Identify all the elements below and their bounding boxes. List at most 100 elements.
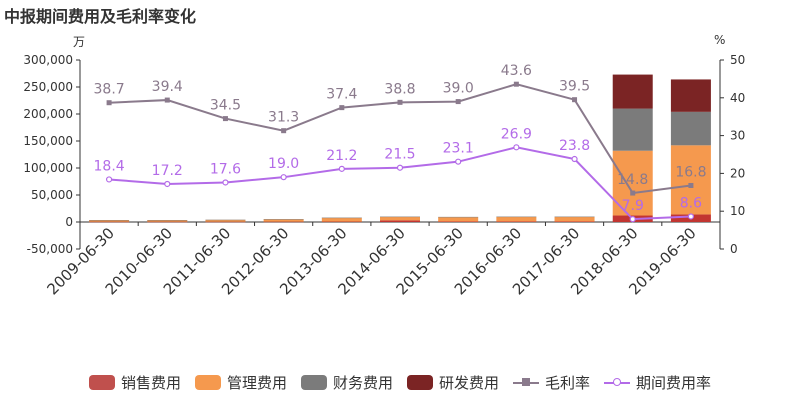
bar-finance: [670, 111, 711, 146]
period-expense-rate-data-label: 18.4: [94, 158, 125, 174]
legend-swatch-finance: [300, 375, 327, 390]
bar-sales: [321, 221, 362, 223]
left-tick-label: 150,000: [23, 134, 73, 148]
bar-finance: [321, 217, 362, 219]
right-axis-unit: %: [714, 33, 726, 47]
legend-item-gross-margin[interactable]: 毛利率: [513, 372, 590, 393]
legend-label-sales: 销售费用: [120, 374, 181, 392]
period-expense-rate-data-label: 17.6: [210, 161, 241, 177]
period-expense-rate-point: [105, 176, 113, 183]
gross-margin-point: [397, 99, 403, 105]
bar-sales: [438, 221, 479, 222]
bar-finance: [496, 216, 537, 218]
gross-margin-data-label: 38.7: [94, 82, 125, 98]
period-expense-rate-data-label: 21.5: [384, 147, 415, 163]
legend-label-gross-margin: 毛利率: [545, 374, 591, 392]
legend-label-admin: 管理费用: [226, 374, 287, 392]
gross-margin-data-label: 16.8: [675, 164, 706, 180]
legend-item-period-expense-rate[interactable]: 期间费用率: [604, 372, 711, 393]
bar-admin: [321, 217, 362, 222]
legend-swatch-admin: [194, 375, 221, 390]
period-expense-rate-data-label: 26.9: [501, 126, 532, 142]
bar-sales: [205, 221, 246, 223]
combo-chart: -50,000 0 50,000 100,000 150,000 200,000 250,0…: [23, 53, 745, 298]
chart-title: 中报期间费用及毛利率变化: [4, 7, 197, 26]
gross-margin-data-label: 39.5: [559, 79, 590, 95]
bar-finance: [438, 216, 479, 218]
bar-sales: [380, 220, 420, 222]
gross-margin-point: [339, 105, 345, 111]
bar-admin: [263, 219, 304, 222]
gross-margin-data-label: 34.5: [210, 98, 241, 114]
left-axis-unit: 万: [73, 35, 86, 49]
legend-item-admin[interactable]: 管理费用: [194, 372, 287, 393]
period-expense-rate-data-label: 19.0: [268, 156, 299, 172]
gross-margin-point: [513, 81, 519, 87]
period-expense-rate-point: [338, 165, 345, 172]
gross-margin-point: [688, 182, 694, 188]
legend: 销售费用 管理费用 财务费用 研发费用 毛利率 期间费用率: [0, 372, 800, 393]
right-tick-label: 20: [730, 166, 745, 180]
legend-swatch-gross-margin: [513, 375, 540, 390]
left-tick-label: -50,000: [27, 242, 73, 256]
period-expense-rate-point: [280, 174, 287, 181]
period-expense-rate-point: [571, 155, 578, 163]
gross-margin-point: [106, 100, 112, 106]
period-expense-rate-data-label: 7.9: [622, 198, 644, 214]
period-expense-rate-data-label: 23.8: [559, 138, 590, 154]
bar-admin: [670, 145, 711, 215]
left-tick-label: 250,000: [23, 80, 73, 94]
bar-finance: [147, 220, 188, 221]
period-expense-rate-data-label: 17.2: [152, 163, 183, 179]
gross-margin-point: [164, 97, 170, 103]
period-expense-rate-data-label: 8.6: [680, 195, 702, 211]
gross-margin-point: [630, 190, 636, 196]
right-tick-label: 40: [730, 91, 745, 105]
bar-rd: [670, 79, 711, 112]
bar-sales: [496, 221, 537, 222]
bar-admin: [89, 220, 130, 222]
bar-finance: [554, 216, 595, 218]
period-expense-rate-data-label: 23.1: [443, 141, 474, 157]
gross-margin-data-label: 38.8: [384, 81, 415, 97]
bar-admin: [438, 217, 479, 222]
legend-swatch-sales: [88, 375, 115, 390]
legend-swatch-rd: [407, 375, 433, 390]
bar-finance: [612, 108, 653, 151]
period-expense-rate-point: [455, 158, 462, 165]
gross-margin-point: [572, 97, 578, 103]
bar-admin: [147, 220, 188, 222]
period-expense-rate-data-label: 21.2: [326, 148, 357, 164]
gross-margin-point: [222, 116, 228, 122]
left-tick-label: 200,000: [23, 107, 73, 121]
bar-admin: [496, 216, 537, 222]
period-expense-rate-point: [396, 164, 404, 171]
bar-finance: [380, 216, 420, 218]
gross-margin-data-label: 31.3: [268, 110, 299, 126]
gross-margin-data-label: 37.4: [326, 87, 357, 103]
legend-label-rd: 研发费用: [439, 374, 500, 392]
bar-admin: [554, 216, 595, 222]
legend-swatch-period-expense-rate: [604, 375, 631, 390]
legend-item-rd[interactable]: 研发费用: [407, 372, 499, 393]
left-tick-label: 300,000: [23, 53, 73, 67]
bar-rd: [612, 74, 653, 109]
right-tick-label: 30: [730, 129, 745, 143]
period-expense-rate-point: [222, 179, 229, 186]
left-tick-label: 100,000: [23, 161, 73, 175]
bar-sales: [554, 221, 595, 222]
bar-sales: [263, 221, 304, 223]
legend-item-sales[interactable]: 销售费用: [88, 372, 181, 393]
legend-label-period-expense-rate: 期间费用率: [636, 374, 712, 392]
bar-sales: [89, 221, 130, 223]
gross-margin-data-label: 43.6: [501, 63, 532, 79]
left-tick-label: 50,000: [31, 188, 73, 202]
bar-finance: [205, 219, 246, 221]
gross-margin-point: [455, 99, 461, 105]
bar-admin: [380, 216, 420, 221]
period-expense-rate-point: [629, 216, 636, 223]
gross-margin-data-label: 39.0: [443, 81, 474, 97]
right-tick-label: 0: [730, 242, 738, 256]
period-expense-rate-point: [513, 144, 520, 151]
legend-item-finance[interactable]: 财务费用: [300, 372, 393, 393]
